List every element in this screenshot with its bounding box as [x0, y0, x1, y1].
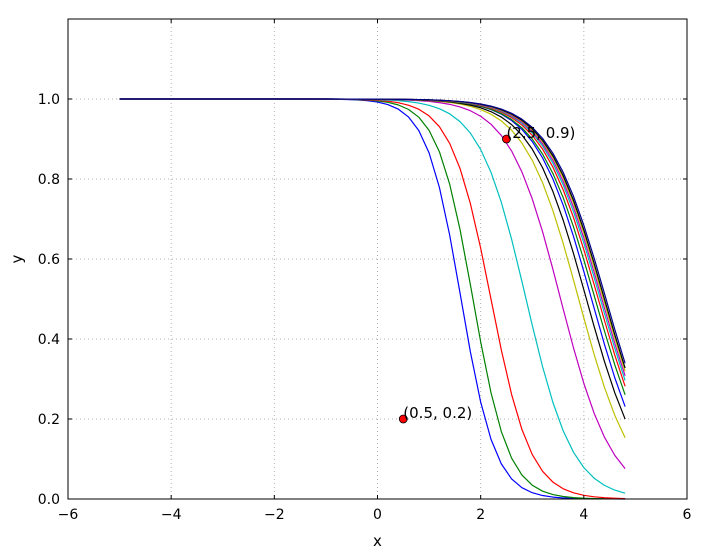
y-tick-label: 1.0 — [38, 92, 60, 108]
annotation-points: (2.5, 0.9) (0.5, 0.2) — [398, 124, 575, 424]
annotation-label-1: (2.5, 0.9) — [506, 124, 575, 142]
annotation-point-1 — [502, 134, 511, 144]
series-line-15 — [119, 98, 626, 364]
x-tick-label: −6 — [58, 507, 79, 523]
annotation-label-2: (0.5, 0.2) — [403, 404, 472, 422]
y-tick-label: 0.0 — [38, 492, 60, 508]
x-tick-label: 2 — [476, 507, 485, 523]
y-tick-label: 0.6 — [38, 252, 60, 268]
x-tick-label: 6 — [683, 507, 692, 523]
y-tick-label: 0.8 — [38, 172, 60, 188]
x-tick-label: −4 — [161, 507, 182, 523]
x-tick-label: 4 — [579, 507, 588, 523]
y-tick-label: 0.2 — [38, 412, 60, 428]
y-tick-label: 0.4 — [38, 332, 60, 348]
series-group — [119, 98, 626, 500]
x-axis-label: x — [373, 532, 382, 550]
y-axis-label: y — [8, 254, 26, 263]
ticks: −6 −4 −2 0 2 4 6 0.0 0.2 0.4 0.6 0.8 1.0 — [38, 19, 692, 523]
x-tick-label: 0 — [373, 507, 382, 523]
annotation-point-2 — [398, 414, 408, 424]
x-tick-label: −2 — [264, 507, 285, 523]
